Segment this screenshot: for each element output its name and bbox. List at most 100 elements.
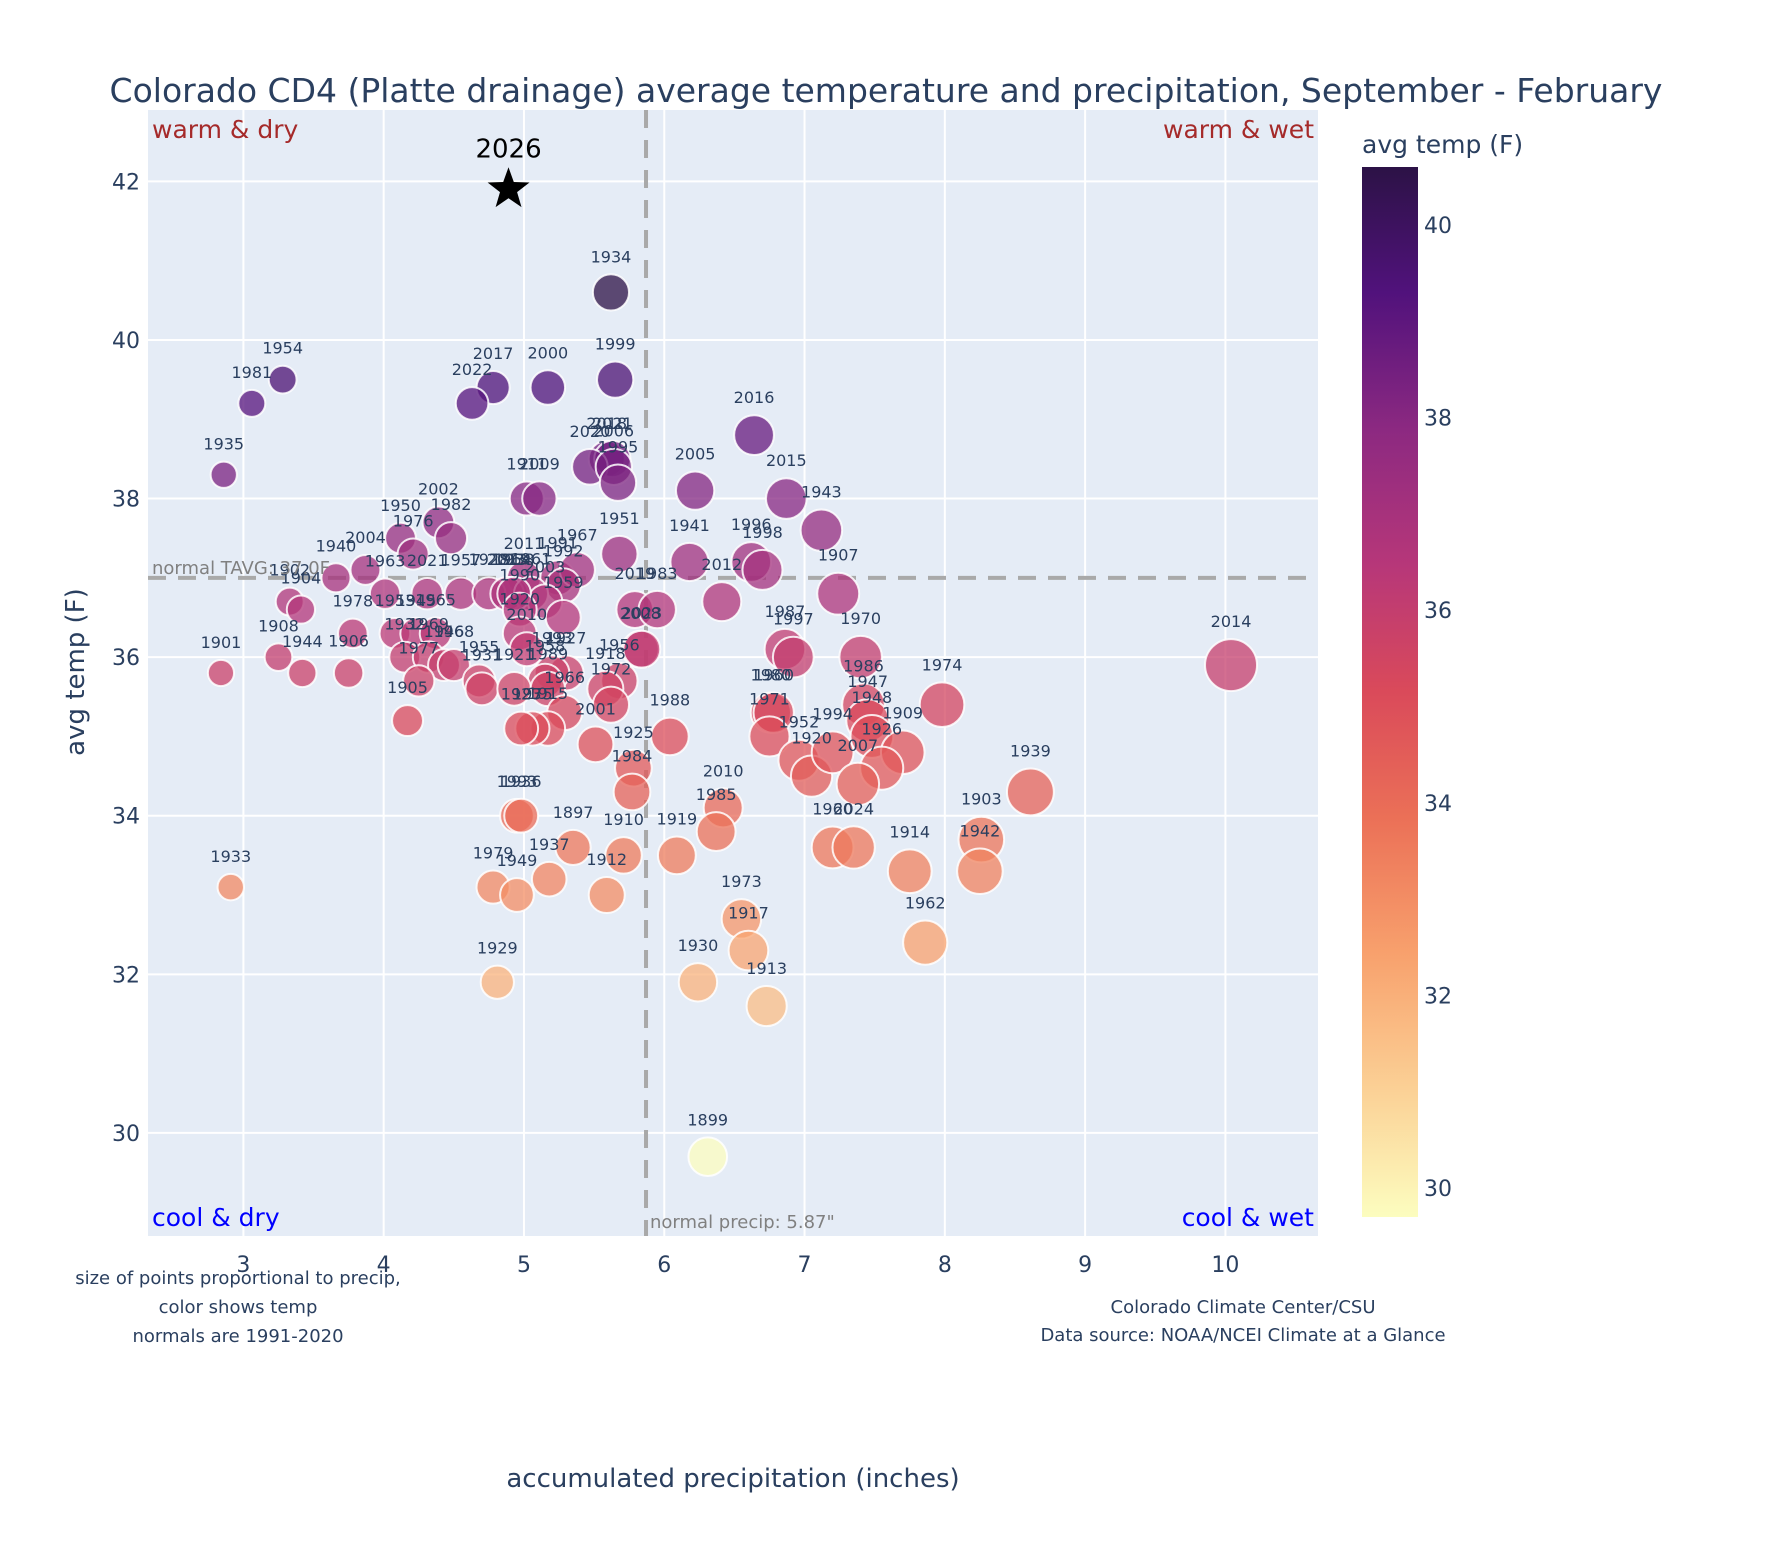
data-points	[206, 273, 1259, 1178]
data-point	[956, 847, 1004, 896]
point-label: 1913	[746, 959, 787, 978]
point-label: 1968	[433, 622, 474, 641]
x-tick-label: 6	[657, 1253, 671, 1278]
point-label: 1918	[585, 644, 626, 663]
colorbar-tick-label: 30	[1424, 1177, 1452, 1202]
point-label: 1921	[494, 645, 535, 664]
point-label: 1914	[889, 822, 930, 841]
point-label: 1960	[812, 800, 853, 819]
data-point	[886, 848, 933, 895]
colorbar-tick-label: 32	[1424, 984, 1452, 1009]
point-label: 1991	[537, 533, 578, 552]
point-label: 1999	[595, 334, 636, 353]
point-label: 1907	[818, 546, 859, 565]
point-label: 2012	[701, 555, 742, 574]
footnote-line: size of points proportional to precip,	[75, 1268, 401, 1289]
point-label: 2002	[418, 479, 459, 498]
data-point	[396, 537, 430, 571]
point-label: 1938	[494, 550, 535, 569]
point-label: 1945	[396, 591, 437, 610]
y-tick-label: 42	[112, 170, 140, 195]
data-point	[479, 964, 515, 1000]
point-label: 1986	[843, 656, 884, 675]
point-label: 1956	[599, 636, 640, 655]
point-label: 1974	[922, 655, 963, 674]
point-label: 2003	[525, 557, 566, 576]
point-label: 2011	[504, 534, 545, 553]
point-label: 1943	[801, 483, 842, 502]
data-point	[810, 730, 855, 775]
y-tick-label: 40	[112, 329, 140, 354]
data-point	[503, 797, 540, 834]
point-label: 1971	[749, 689, 790, 708]
point-label: 2010	[703, 761, 744, 780]
x-axis-ticks: 3 4 5 6 7 8 9 10	[236, 1253, 1239, 1278]
point-label: 2015	[766, 451, 807, 470]
point-label: 2023	[621, 604, 662, 623]
data-point	[835, 761, 881, 807]
data-point	[410, 576, 444, 611]
star-icon	[487, 167, 530, 208]
x-tick-label: 4	[377, 1253, 391, 1278]
y-axis-ticks: 30 32 34 36 38 40 42	[112, 170, 140, 1147]
data-point	[332, 657, 365, 689]
point-label: 2001	[575, 699, 616, 718]
data-point	[521, 480, 558, 517]
point-label: 1989	[527, 645, 568, 664]
colorbar-title: avg temp (F)	[1362, 130, 1523, 159]
y-axis-title: avg temp (F)	[61, 588, 91, 756]
data-point	[402, 664, 436, 698]
colorbar-tick-label: 36	[1424, 599, 1452, 624]
data-point	[508, 631, 545, 668]
point-label: 1955	[459, 638, 500, 657]
point-label: 1899	[687, 1110, 728, 1129]
data-point	[650, 716, 690, 757]
point-label: 2009	[519, 454, 560, 473]
data-point	[674, 470, 716, 511]
x-tick-label: 8	[938, 1253, 952, 1278]
data-point	[216, 872, 245, 902]
data-point	[748, 715, 791, 758]
data-point	[600, 534, 639, 574]
data-point	[544, 599, 582, 636]
point-label: 1957	[440, 551, 481, 570]
data-point	[701, 581, 743, 623]
data-point	[530, 860, 568, 898]
data-point	[337, 617, 369, 650]
point-label: 1917	[728, 904, 769, 923]
data-point	[1005, 767, 1055, 817]
point-label: 1928	[469, 550, 510, 569]
point-label: 1897	[553, 803, 594, 822]
data-point	[695, 811, 737, 853]
point-label: 1967	[557, 525, 598, 544]
point-label: 1993	[532, 629, 573, 648]
x-tick-label: 5	[517, 1253, 531, 1278]
point-label: 1958	[525, 637, 566, 656]
point-label: 1933	[210, 847, 251, 866]
highlight-2026: 2026	[475, 134, 542, 208]
data-point	[433, 521, 469, 556]
data-point	[669, 541, 710, 583]
data-point	[391, 704, 425, 738]
colorbar-tick-label: 40	[1424, 214, 1452, 239]
point-label: 1931	[462, 645, 503, 664]
point-label: 1910	[603, 810, 644, 829]
data-point	[677, 962, 719, 1003]
colorbar-tick-label: 34	[1424, 792, 1452, 817]
data-point	[576, 725, 615, 764]
point-label: 1973	[721, 872, 762, 891]
point-label: 1929	[477, 939, 518, 958]
data-point	[454, 386, 490, 421]
point-label: 1970	[840, 609, 881, 628]
point-label: 1980	[751, 666, 792, 685]
point-label: 1946	[424, 622, 465, 641]
point-label: 1963	[365, 552, 406, 571]
point-label: 2018	[586, 414, 627, 433]
data-point	[727, 929, 770, 972]
point-label: 1935	[203, 435, 244, 454]
x-tick-label: 7	[798, 1253, 812, 1278]
point-label: 1939	[1010, 742, 1051, 761]
point-label: 1902	[269, 561, 310, 580]
data-point	[741, 548, 784, 591]
